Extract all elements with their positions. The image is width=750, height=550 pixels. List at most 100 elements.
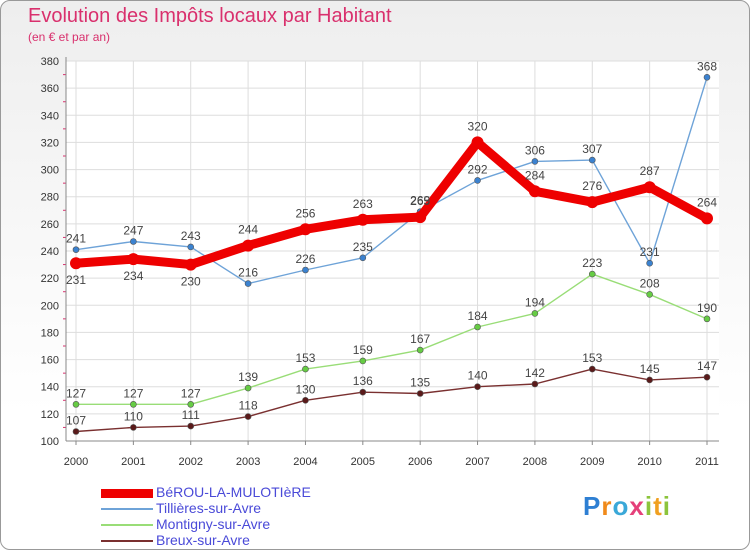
logo-letter: x <box>629 491 645 521</box>
data-point <box>72 246 80 253</box>
x-tick-label: 2001 <box>121 456 145 468</box>
series-line <box>75 368 708 433</box>
x-tick-label: 2006 <box>408 456 432 468</box>
data-point <box>187 243 195 251</box>
data-point <box>474 323 481 331</box>
logo-letter: P <box>583 491 602 521</box>
legend-swatch <box>101 524 153 526</box>
data-label: 241 <box>66 232 86 246</box>
x-tick-label: 2005 <box>351 456 375 468</box>
data-point <box>588 156 596 164</box>
data-label: 190 <box>697 301 717 315</box>
data-label: 118 <box>239 399 258 413</box>
data-point <box>127 253 140 266</box>
legend-label: Tillières-sur-Avre <box>156 500 262 516</box>
y-tick-label: 260 <box>41 219 59 231</box>
y-tick-label: 240 <box>41 246 59 258</box>
data-point <box>416 346 424 354</box>
data-point <box>244 413 252 420</box>
data-point <box>244 280 252 287</box>
data-point <box>531 158 539 165</box>
data-label: 111 <box>182 408 201 422</box>
data-point <box>588 365 596 373</box>
x-tick-label: 2003 <box>236 456 260 468</box>
logo-letter: o <box>612 491 630 521</box>
data-point <box>528 185 541 198</box>
data-label: 231 <box>66 273 86 287</box>
chart-subtitle: (en € et par an) <box>28 30 111 44</box>
y-tick-label: 340 <box>41 110 59 122</box>
data-label: 306 <box>525 143 545 157</box>
data-label: 243 <box>181 229 201 243</box>
x-tick-label: 2004 <box>293 456 317 468</box>
data-label: 216 <box>238 266 258 280</box>
data-label: 110 <box>124 409 143 423</box>
x-tick-label: 2010 <box>637 456 661 468</box>
data-label: 368 <box>697 59 717 73</box>
data-point <box>474 177 481 184</box>
data-label: 223 <box>582 256 602 270</box>
legend-swatch <box>101 540 153 542</box>
data-point <box>646 376 653 384</box>
legend-label: Breux-sur-Avre <box>156 532 250 548</box>
data-label: 244 <box>238 223 258 237</box>
data-label: 167 <box>410 332 430 346</box>
data-point <box>70 257 82 270</box>
data-label: 153 <box>295 351 315 365</box>
legend-label: BéROU-LA-MULOTIèRE <box>156 484 311 500</box>
y-tick-label: 180 <box>41 327 59 339</box>
logo-letter: i <box>662 491 671 521</box>
y-tick-label: 360 <box>41 83 59 95</box>
data-label: 263 <box>353 197 373 211</box>
data-label: 136 <box>353 374 373 388</box>
x-tick-label: 2000 <box>64 456 88 468</box>
data-point <box>187 422 195 430</box>
data-label: 320 <box>468 119 488 133</box>
y-tick-label: 320 <box>41 137 59 149</box>
y-tick-label: 160 <box>41 355 59 367</box>
data-label: 135 <box>410 376 430 390</box>
data-label: 127 <box>66 386 86 400</box>
data-point <box>646 259 653 267</box>
data-point <box>531 380 539 388</box>
data-label: 230 <box>181 275 201 289</box>
data-label: 147 <box>697 359 717 373</box>
data-point <box>416 390 424 397</box>
data-label: 153 <box>582 351 602 365</box>
y-tick-label: 220 <box>41 273 59 285</box>
data-label: 284 <box>525 168 545 182</box>
series-line <box>75 76 708 285</box>
data-label: 287 <box>640 164 660 178</box>
data-label: 208 <box>640 276 660 290</box>
data-label: 107 <box>66 414 86 428</box>
data-point <box>130 401 137 408</box>
y-tick-label: 120 <box>41 409 59 421</box>
x-tick-label: 2002 <box>178 456 202 468</box>
data-label: 140 <box>468 369 488 383</box>
y-tick-label: 380 <box>41 56 59 68</box>
data-label: 231 <box>640 245 660 259</box>
data-point <box>359 357 367 365</box>
data-point <box>359 388 367 396</box>
data-point <box>703 373 711 381</box>
data-point <box>302 396 309 404</box>
y-tick-label: 200 <box>41 300 59 312</box>
data-point <box>302 365 309 373</box>
logo-letter: r <box>601 491 613 521</box>
data-label: 127 <box>181 386 201 400</box>
data-point <box>703 73 711 81</box>
legend-swatch <box>101 508 153 510</box>
data-label: 292 <box>468 162 488 176</box>
data-label: 269 <box>410 194 430 208</box>
data-point <box>356 213 369 226</box>
data-point <box>474 383 481 391</box>
proxiti-logo: Proxiti <box>583 491 671 522</box>
y-tick-label: 280 <box>41 192 59 204</box>
data-point <box>588 270 596 278</box>
data-point <box>72 401 80 408</box>
series-line <box>75 273 708 406</box>
data-label: 307 <box>582 142 602 156</box>
data-point <box>299 223 312 236</box>
data-point <box>242 239 255 252</box>
